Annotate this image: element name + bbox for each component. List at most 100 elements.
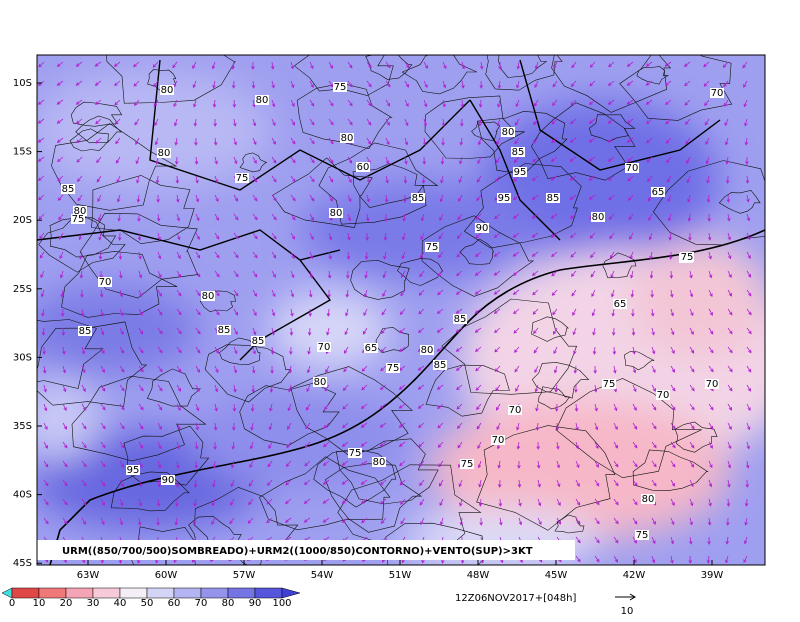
- colorbar-label: 80: [222, 598, 235, 609]
- wind-arrow: [590, 251, 596, 259]
- wind-arrow: [670, 346, 675, 354]
- wind-arrow: [233, 270, 239, 278]
- wind-arrow: [400, 517, 406, 525]
- wind-arrow: [442, 80, 447, 89]
- contour: [350, 259, 410, 300]
- wind-arrow: [455, 308, 463, 314]
- contour-label-bg: [126, 465, 140, 475]
- contour-label: 80: [421, 345, 434, 356]
- contour: [401, 55, 477, 95]
- wind-arrow: [518, 517, 523, 526]
- wind-arrow: [665, 137, 672, 144]
- wind-arrow: [361, 365, 368, 372]
- contour-label: 70: [509, 405, 522, 416]
- wind-arrow: [323, 441, 330, 448]
- wind-arrow: [531, 213, 539, 219]
- wind-arrow: [726, 517, 730, 526]
- vector-scale-head: [629, 593, 636, 601]
- wind-arrow: [233, 327, 238, 335]
- wind-arrow: [441, 118, 446, 127]
- wind-arrow: [328, 80, 334, 88]
- wind-arrow: [516, 441, 521, 450]
- wind-arrow: [269, 384, 274, 393]
- wind-arrow: [305, 403, 311, 411]
- wind-arrow: [402, 213, 407, 222]
- wind-arrow: [119, 346, 125, 354]
- wind-arrow: [613, 460, 619, 468]
- wind-arrow: [727, 327, 733, 335]
- contour-label-bg: [705, 379, 719, 389]
- wind-arrow: [499, 517, 503, 526]
- wind-arrow: [176, 365, 182, 373]
- wind-arrow: [727, 441, 732, 450]
- wind-arrow: [442, 61, 447, 70]
- wind-arrow: [630, 289, 635, 298]
- wind-arrow: [138, 479, 143, 488]
- wind-arrow: [322, 460, 330, 466]
- wind-arrow: [232, 422, 236, 431]
- wind-arrow: [138, 251, 142, 260]
- contour-label-bg: [71, 214, 85, 224]
- wind-arrow: [591, 308, 596, 317]
- wind-arrow: [628, 213, 634, 221]
- wind-arrow: [309, 270, 313, 279]
- wind-arrow: [574, 403, 579, 412]
- wind-arrow: [81, 346, 86, 355]
- wind-arrow: [455, 289, 463, 295]
- wind-arrow: [708, 270, 713, 279]
- wind-arrow: [651, 327, 655, 336]
- wind-arrow: [247, 517, 254, 524]
- wind-arrow: [157, 289, 162, 297]
- contour: [498, 55, 548, 78]
- wind-arrow: [493, 289, 501, 295]
- wind-arrow: [346, 270, 350, 279]
- wind-arrow: [688, 232, 692, 241]
- wind-arrow: [342, 384, 349, 391]
- wind-arrow: [100, 403, 106, 411]
- wind-arrow: [328, 194, 333, 202]
- wind-arrow: [214, 308, 220, 316]
- wind-arrow: [341, 479, 349, 485]
- wind-arrow: [309, 251, 314, 260]
- wind-arrow: [118, 251, 123, 260]
- wind-arrow: [631, 308, 635, 317]
- contour-label-bg: [161, 475, 175, 485]
- contour: [365, 55, 413, 80]
- wind-arrow: [137, 232, 142, 241]
- wind-arrow: [214, 346, 219, 354]
- wind-arrow: [195, 270, 201, 278]
- contour-label: 70: [706, 379, 719, 390]
- wind-arrow: [213, 137, 218, 146]
- contour: [239, 382, 340, 446]
- wind-arrow: [366, 61, 372, 69]
- wind-arrow: [627, 156, 634, 163]
- wind-arrow: [688, 536, 693, 545]
- wind-arrow: [456, 232, 463, 239]
- wind-arrow: [512, 251, 520, 257]
- wind-arrow: [252, 232, 258, 240]
- wind-arrow: [569, 137, 577, 143]
- wind-arrow: [689, 517, 693, 526]
- wind-arrow: [341, 517, 349, 523]
- wind-arrow: [645, 80, 653, 86]
- wind-arrow: [553, 365, 558, 374]
- contour: [313, 448, 397, 508]
- wind-arrow: [157, 270, 162, 279]
- wind-arrow: [307, 346, 311, 355]
- wind-arrow: [727, 232, 731, 241]
- wind-arrow: [98, 251, 103, 260]
- wind-arrow: [43, 517, 49, 525]
- wind-arrow: [670, 441, 676, 449]
- wind-arrow: [651, 422, 657, 430]
- wind-arrow: [252, 251, 258, 259]
- contour: [623, 351, 655, 371]
- lon-label: 42W: [623, 570, 646, 581]
- wind-arrow: [325, 365, 330, 373]
- wind-arrow: [342, 403, 349, 410]
- wind-arrow: [497, 479, 502, 488]
- wind-arrow: [176, 460, 180, 469]
- wind-arrow: [81, 384, 86, 392]
- contour: [79, 212, 198, 299]
- wind-arrow: [438, 251, 444, 259]
- wind-arrow: [670, 308, 674, 317]
